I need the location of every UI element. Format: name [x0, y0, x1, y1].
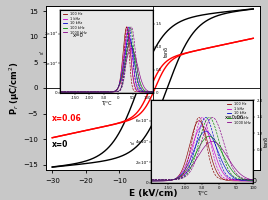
X-axis label: E (kV/cm): E (kV/cm) — [129, 189, 177, 198]
Y-axis label: P$_r$ (μC/cm$^2$): P$_r$ (μC/cm$^2$) — [7, 61, 22, 115]
Legend: 100 Hz, 1 kHz, 10 kHz, 100 kHz, 1000 kHz: 100 Hz, 1 kHz, 10 kHz, 100 kHz, 1000 kHz — [226, 102, 252, 125]
Y-axis label: ε': ε' — [131, 140, 136, 144]
Text: x=0.06: x=0.06 — [52, 114, 82, 123]
Y-axis label: tanδ: tanδ — [264, 136, 268, 147]
Y-axis label: ε': ε' — [39, 49, 44, 53]
X-axis label: T/°C: T/°C — [101, 100, 112, 105]
Y-axis label: tanδ: tanδ — [163, 46, 169, 57]
Text: x=0.06: x=0.06 — [224, 115, 244, 120]
Text: x=0: x=0 — [52, 140, 69, 149]
Legend: 100 Hz, 1 kHz, 10 kHz, 100 kHz, 1000 kHz: 100 Hz, 1 kHz, 10 kHz, 100 kHz, 1000 kHz — [62, 12, 87, 35]
X-axis label: T/°C: T/°C — [197, 190, 208, 195]
Text: x=0: x=0 — [73, 33, 84, 38]
